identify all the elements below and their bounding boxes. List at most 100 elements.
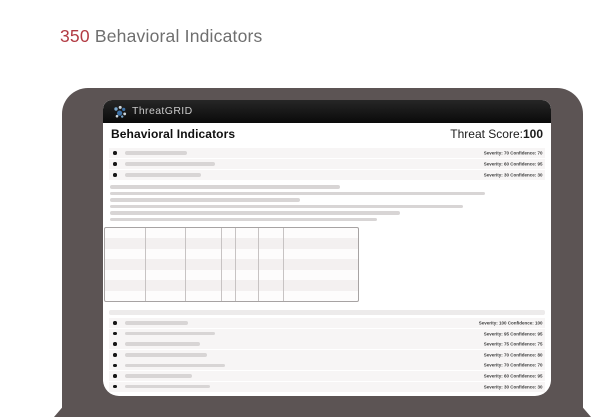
table-cell <box>259 259 285 270</box>
indicator-row[interactable]: Severity: 30 Confidence: 30 <box>109 381 545 392</box>
table-cell <box>146 280 186 291</box>
table-cell <box>284 280 358 290</box>
bullet-icon <box>113 173 117 177</box>
table-cell <box>186 290 222 301</box>
indicator-row[interactable]: Severity: 60 Confidence: 95 <box>109 159 545 169</box>
slide-title-number: 350 <box>60 26 90 46</box>
indicator-row[interactable]: Severity: 60 Confidence: 95 <box>109 370 545 381</box>
indicator-row[interactable]: Severity: 70 Confidence: 70 <box>109 360 545 371</box>
table-cell <box>146 259 186 270</box>
table-cell <box>259 280 285 291</box>
table-cell <box>105 290 146 301</box>
indicator-severity-label: Severity: 30 Confidence: 30 <box>484 172 543 178</box>
table-cell <box>222 228 237 239</box>
table-cell <box>146 290 186 301</box>
table-cell <box>236 290 260 301</box>
table-cell <box>105 280 146 291</box>
bullet-icon <box>113 321 117 325</box>
indicator-bar <box>124 321 188 325</box>
paragraph-line <box>110 198 300 202</box>
bullet-icon <box>113 342 117 346</box>
indicator-bar <box>124 353 207 357</box>
table-cell <box>222 248 237 260</box>
table-row <box>105 269 358 281</box>
indicator-severity-label: Severity: 70 Confidence: 70 <box>484 150 543 156</box>
table-cell <box>146 269 186 281</box>
table-cell <box>105 228 146 239</box>
paragraph-line <box>110 217 377 221</box>
slide-title-text: Behavioral Indicators <box>94 26 263 46</box>
table-cell <box>284 291 358 301</box>
indicator-row[interactable]: Severity: 70 Confidence: 70 <box>109 148 545 158</box>
table-cell <box>222 259 237 270</box>
indicator-bar <box>124 331 215 336</box>
table-cell <box>146 248 186 260</box>
table-cell <box>186 238 222 249</box>
app-header: ThreatGRID <box>103 100 551 123</box>
paragraph-line <box>110 191 485 195</box>
threatgrid-logo-text: ThreatGRID <box>132 104 193 117</box>
bullet-icon <box>113 331 117 336</box>
table-cell <box>186 280 222 291</box>
indicator-row[interactable]: Severity: 95 Confidence: 95 <box>109 328 545 339</box>
indicator-bar <box>124 173 201 177</box>
table-cell <box>105 238 146 249</box>
report-content: Behavioral Indicators Threat Score:100 S… <box>103 123 551 392</box>
table-cell <box>259 269 285 281</box>
table-cell <box>284 259 358 269</box>
report-title-row: Behavioral Indicators Threat Score:100 <box>109 123 545 145</box>
table-cell <box>236 228 260 239</box>
table-cell <box>236 259 260 270</box>
bullet-icon <box>113 162 117 166</box>
table-cell <box>259 290 285 301</box>
indicator-severity-label: Severity: 75 Confidence: 75 <box>484 341 543 347</box>
device-frame: ThreatGRID Behavioral Indicators Threat … <box>54 88 591 417</box>
threatgrid-logo-icon <box>114 105 127 118</box>
indicator-bar <box>124 374 192 378</box>
table-cell <box>222 238 237 249</box>
table-row <box>105 280 358 291</box>
device-screen: ThreatGRID Behavioral Indicators Threat … <box>103 100 551 396</box>
indicator-severity-label: Severity: 60 Confidence: 95 <box>484 161 543 167</box>
indicator-bar <box>124 363 225 368</box>
indicator-bar <box>124 342 200 346</box>
table-cell <box>236 269 260 281</box>
section-divider <box>109 310 545 315</box>
paragraph-line <box>110 211 400 215</box>
table-row <box>105 290 358 301</box>
indicator-bar <box>124 151 187 155</box>
table-cell <box>259 238 285 249</box>
indicator-severity-label: Severity: 30 Confidence: 30 <box>484 383 543 389</box>
table-cell <box>105 248 146 260</box>
indicator-bar <box>124 162 215 166</box>
slide-title: 350 Behavioral Indicators <box>60 26 263 47</box>
table-cell <box>186 269 222 281</box>
table-cell <box>236 238 260 249</box>
indicator-row[interactable]: Severity: 70 Confidence: 80 <box>109 349 545 360</box>
indicator-severity-label: Severity: 60 Confidence: 95 <box>484 373 543 379</box>
threat-score-value: 100 <box>522 127 543 141</box>
paragraph-line <box>110 185 340 189</box>
table-row <box>105 259 358 270</box>
indicator-severity-label: Severity: 100 Confidence: 100 <box>479 320 543 326</box>
table-cell <box>259 248 285 260</box>
table-cell <box>259 228 285 239</box>
indicator-row[interactable]: Severity: 30 Confidence: 30 <box>109 170 545 180</box>
table-cell <box>222 269 237 281</box>
indicator-severity-label: Severity: 70 Confidence: 70 <box>484 362 543 368</box>
table-cell <box>186 228 222 239</box>
indicator-row[interactable]: Severity: 100 Confidence: 100 <box>109 318 545 328</box>
bullet-icon <box>113 384 117 389</box>
bullet-icon <box>113 374 117 378</box>
table-cell <box>146 238 186 249</box>
report-title: Behavioral Indicators <box>111 127 236 141</box>
table-cell <box>236 280 260 291</box>
bullet-icon <box>113 363 117 368</box>
table-cell <box>284 228 358 238</box>
table-row <box>105 228 358 239</box>
indicator-severity-label: Severity: 70 Confidence: 80 <box>484 352 543 358</box>
table-row <box>105 248 358 260</box>
table-cell <box>222 280 237 291</box>
indicator-row[interactable]: Severity: 75 Confidence: 75 <box>109 339 545 350</box>
